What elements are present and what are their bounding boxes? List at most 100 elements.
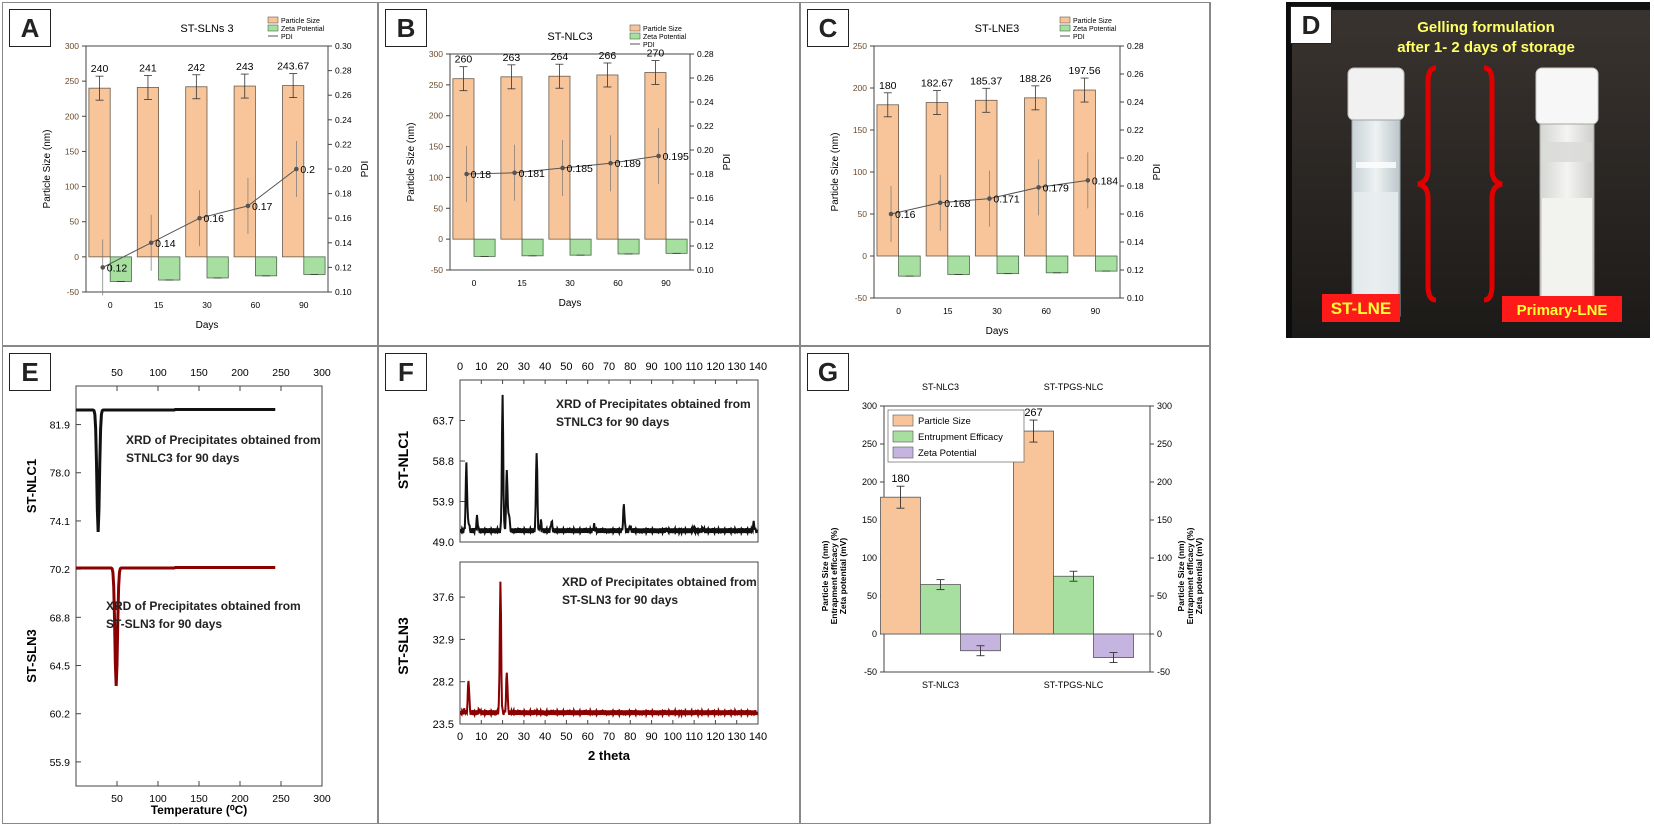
x-axis-label: Days bbox=[196, 320, 219, 331]
bar-particle-size bbox=[548, 75, 571, 240]
y-tick-label: 32.9 bbox=[433, 634, 454, 646]
y2-tick-label: 0.10 bbox=[335, 287, 352, 297]
y2-tick-label: 0.26 bbox=[697, 73, 714, 83]
bar-particle-size bbox=[974, 99, 998, 257]
size-data-label: 264 bbox=[551, 51, 569, 63]
y-tick-label: 81.9 bbox=[50, 420, 71, 432]
bar-entrupment-efficacy bbox=[1053, 575, 1094, 635]
pdi-data-label: 0.195 bbox=[663, 151, 689, 163]
y-tick-label: 150 bbox=[853, 125, 867, 135]
y-tick-label: 68.8 bbox=[50, 612, 71, 624]
bar-particle-size bbox=[1024, 97, 1047, 257]
pdi-data-label: 0.16 bbox=[895, 209, 916, 221]
x-axis-label: Temperature (⁰C) bbox=[151, 803, 248, 817]
panel-letter: F bbox=[385, 353, 427, 391]
y2-tick-label: 0.10 bbox=[1127, 293, 1144, 303]
legend-swatch-zeta bbox=[1059, 24, 1071, 32]
y-axis-label: Particle Size (nm) bbox=[820, 540, 830, 611]
xrd-pattern-st-nlc1-label: ST-NLC1 bbox=[395, 431, 411, 490]
size-data-label: 270 bbox=[647, 48, 665, 60]
bar-zeta-potential bbox=[303, 256, 326, 275]
pdi-point bbox=[294, 166, 299, 172]
pdi-point bbox=[937, 200, 943, 206]
x-tick-label-top: 100 bbox=[149, 367, 167, 379]
y-tick-label: -50 bbox=[855, 293, 868, 303]
chart-b: ST-NLC3-500501001502002503000.100.120.14… bbox=[406, 24, 733, 309]
bar-particle-size bbox=[233, 85, 256, 258]
y2-tick-label: 0.18 bbox=[1127, 181, 1144, 191]
y2-tick-label: 0.30 bbox=[335, 41, 352, 51]
x-tick-label: 250 bbox=[272, 793, 290, 805]
x-tick-label-top: 110 bbox=[685, 361, 703, 373]
y2-axis-label: Particle Size (nm) bbox=[1176, 540, 1186, 611]
y-tick-label: 50 bbox=[867, 591, 877, 601]
x-tick-label-bottom: 100 bbox=[664, 731, 682, 743]
y-tick-label: 50 bbox=[70, 217, 80, 227]
x-tick-label: 90 bbox=[1091, 306, 1101, 316]
panel-letter: G bbox=[807, 353, 849, 391]
annotation-stsln3: XRD of Precipitates obtained from bbox=[106, 599, 301, 613]
x-tick-label-top: 90 bbox=[645, 361, 657, 373]
plot-frame bbox=[449, 53, 691, 271]
legend-label: Zeta Potential bbox=[918, 448, 977, 459]
x-axis-label: 2 theta bbox=[588, 748, 631, 763]
x-tick-label-bottom: 110 bbox=[685, 731, 703, 743]
pdi-point bbox=[245, 203, 251, 209]
y-tick-label: 150 bbox=[862, 515, 877, 525]
y-axis-label: Particle Size (nm) bbox=[830, 133, 841, 212]
x-tick-label: 15 bbox=[943, 306, 953, 316]
pdi-data-label: 0.12 bbox=[107, 262, 128, 274]
chart-a: ST-SLNs 3-500501001502002503000.100.120.… bbox=[42, 16, 371, 331]
pdi-data-label: 0.171 bbox=[993, 194, 1019, 206]
x-tick-label-top: 0 bbox=[457, 361, 463, 373]
bar-zeta-potential bbox=[254, 256, 278, 277]
y-tick-label: 300 bbox=[862, 401, 877, 411]
xrd-pattern-st-sln3 bbox=[460, 581, 758, 719]
size-data-label: 267 bbox=[1024, 407, 1042, 419]
y2-tick-label: 50 bbox=[1157, 591, 1167, 601]
panel-b: B bbox=[378, 2, 800, 346]
y-tick-label: 55.9 bbox=[50, 757, 71, 769]
x-tick-label: 30 bbox=[992, 306, 1002, 316]
x-tick-label-bottom: 140 bbox=[749, 731, 767, 743]
x-axis-label: Days bbox=[986, 326, 1009, 337]
x-tick-label-bottom: 30 bbox=[518, 731, 530, 743]
size-data-label: 188.26 bbox=[1019, 73, 1051, 85]
size-data-label: 242 bbox=[188, 62, 206, 74]
x-tick-label-bottom: 10 bbox=[475, 731, 487, 743]
x-tick-label: 200 bbox=[231, 793, 249, 805]
x-tick-label-bottom: 80 bbox=[624, 731, 636, 743]
dsc-curve-st-nlc1 bbox=[76, 408, 276, 533]
annotation-stnlc3-line2: STNLC3 for 90 days bbox=[126, 451, 240, 465]
bar-zeta-potential bbox=[1094, 255, 1118, 272]
x-tick-label-top: 140 bbox=[749, 361, 767, 373]
x-tick-label-top: 60 bbox=[582, 361, 594, 373]
y-tick-label: 250 bbox=[429, 80, 443, 90]
legend-swatch-size bbox=[1059, 16, 1071, 24]
x-tick-label-top: 20 bbox=[496, 361, 508, 373]
x-tick-label: 90 bbox=[299, 300, 309, 310]
xrd-pattern-st-sln3-label: ST-SLN3 bbox=[395, 617, 411, 675]
size-data-label: 260 bbox=[455, 54, 473, 66]
y-axis-label: Entrapment efficacy (%) bbox=[829, 527, 839, 624]
x-tick-label: 60 bbox=[1041, 306, 1051, 316]
y-tick-label: 50 bbox=[434, 203, 444, 213]
y-tick-label: 250 bbox=[862, 439, 877, 449]
panel-letter: C bbox=[807, 9, 849, 47]
x-tick-label-bottom: 60 bbox=[582, 731, 594, 743]
y-tick-label: 150 bbox=[429, 142, 443, 152]
y-tick-label: 200 bbox=[853, 83, 867, 93]
y2-tick-label: 100 bbox=[1157, 553, 1172, 563]
y2-tick-label: 0.16 bbox=[335, 213, 352, 223]
legend-swatch bbox=[892, 414, 914, 427]
x-tick-label: 50 bbox=[111, 793, 123, 805]
y-tick-label: 28.2 bbox=[433, 677, 454, 689]
y2-tick-label: 0.18 bbox=[335, 189, 352, 199]
pdi-point bbox=[1036, 185, 1041, 190]
x-tick-label: 100 bbox=[149, 793, 167, 805]
legend-swatch bbox=[892, 430, 914, 443]
y2-tick-label: 0.20 bbox=[1127, 153, 1144, 163]
y2-tick-label: 150 bbox=[1157, 515, 1172, 525]
panel-f: F bbox=[378, 346, 800, 824]
size-data-label: 266 bbox=[599, 50, 617, 62]
